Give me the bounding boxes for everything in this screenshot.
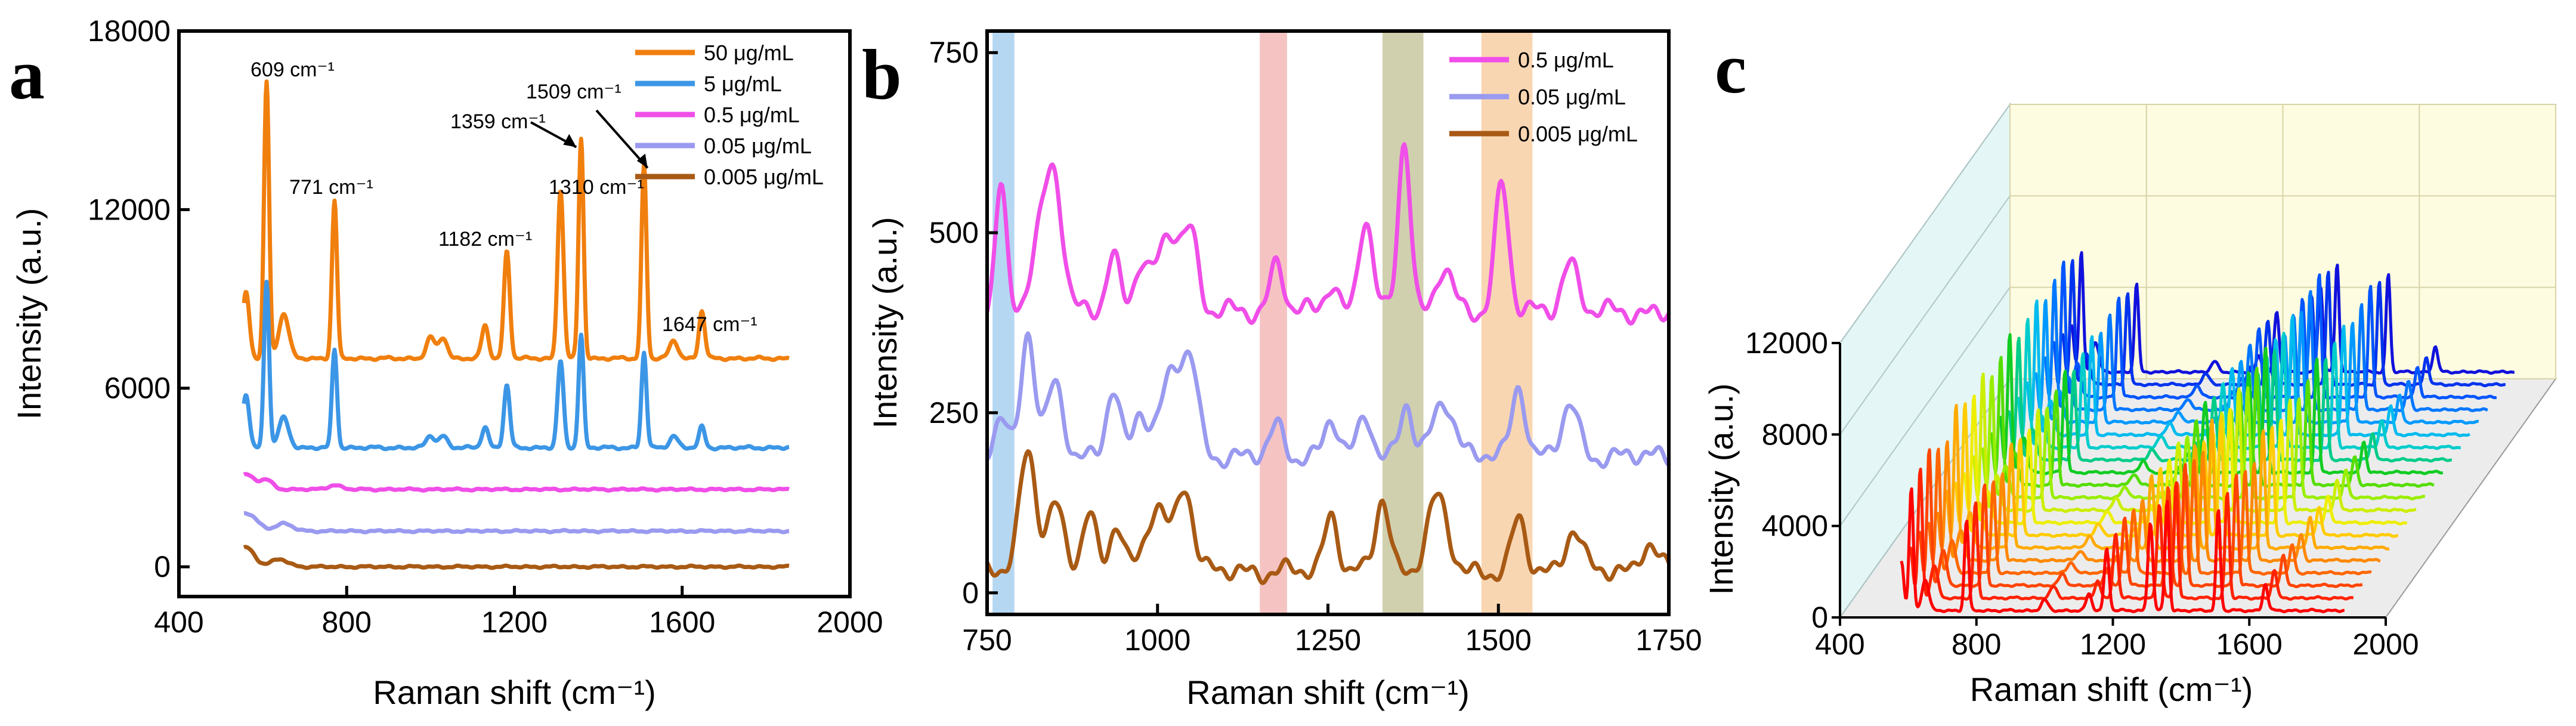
series-line	[985, 331, 1671, 469]
y-tick-label: 12000	[88, 193, 171, 226]
y-tick-label: 18000	[88, 14, 171, 48]
arrow-head	[563, 134, 577, 147]
x-tick-label: 1600	[2216, 628, 2283, 661]
y-tick-label: 4000	[1762, 509, 1828, 543]
series-line	[1909, 467, 2354, 601]
highlight-band	[992, 31, 1015, 614]
wall-gridline	[1839, 287, 2011, 527]
legend-label: 5 μg/mL	[704, 72, 782, 96]
series-line	[1989, 356, 2435, 488]
series-line	[1918, 448, 2363, 588]
x-tick-label: 1750	[1635, 623, 1702, 657]
y-axis-label: Intensity (a.u.)	[1702, 384, 1740, 595]
peak-annotation: 1310 cm⁻¹	[549, 176, 644, 199]
series-line	[2016, 317, 2461, 450]
y-tick-label: 6000	[104, 372, 171, 405]
series-line	[1944, 404, 2390, 551]
series-line	[242, 472, 791, 493]
legend-label: 0.05 μg/mL	[1518, 85, 1626, 109]
y-tick-label: 8000	[1762, 418, 1828, 451]
x-axis-label: Raman shift (cm⁻¹)	[1970, 671, 2253, 708]
series-line	[242, 545, 791, 570]
peak-annotation: 771 cm⁻¹	[289, 176, 373, 199]
series-line	[2025, 299, 2470, 438]
y-tick-label: 12000	[1745, 326, 1828, 360]
series-line	[985, 449, 1671, 585]
peak-annotation: 1182 cm⁻¹	[438, 228, 532, 251]
x-tick-label: 2000	[817, 605, 883, 639]
x-tick-label: 1250	[1295, 623, 1361, 657]
series-line	[242, 279, 791, 452]
x-axis-label: Raman shift (cm⁻¹)	[1186, 674, 1470, 711]
panel-b: b 750 1000 1250 1500 1750 0 250 500 750 Raman shif…	[862, 29, 1702, 711]
y-tick-label: 250	[929, 396, 979, 430]
peak-annotation: 609 cm⁻¹	[251, 58, 335, 81]
legend-label: 0.5 μg/mL	[1518, 48, 1614, 72]
legend-label: 0.005 μg/mL	[704, 165, 824, 189]
peak-annotation: 1647 cm⁻¹	[662, 313, 757, 336]
panel-c: c 400 800 1200 1600 2000 0 4000 8000 12000 Raman s…	[1702, 29, 2557, 708]
x-tick-label: 400	[1815, 628, 1864, 661]
y-axis-label: Intensity (a.u.)	[10, 208, 48, 420]
panel-label-c: c	[1715, 29, 1746, 108]
x-tick-label: 800	[1952, 628, 2001, 661]
x-tick-label: 800	[322, 605, 372, 639]
series-line	[1980, 375, 2426, 501]
wall-gridline	[1839, 104, 2011, 344]
x-tick-label: 1000	[1124, 623, 1190, 657]
series-line	[1962, 394, 2408, 526]
x-tick-label: 400	[154, 605, 203, 639]
y-tick-label: 0	[154, 550, 171, 583]
highlight-band	[1260, 31, 1287, 614]
series-line	[1926, 447, 2372, 576]
y-tick-label: 0	[1811, 601, 1828, 634]
series-line	[1971, 372, 2417, 513]
panel-label-a: a	[9, 35, 45, 114]
series-line	[2061, 259, 2506, 388]
series-line	[2070, 251, 2515, 375]
legend-label: 0.005 μg/mL	[1518, 122, 1638, 146]
annotation-arrow	[595, 109, 649, 169]
x-tick-label: 750	[962, 623, 1012, 657]
legend-label: 0.5 μg/mL	[704, 103, 800, 127]
x-tick-label: 2000	[2352, 628, 2419, 661]
y-tick-label: 750	[929, 36, 979, 69]
series-line	[1953, 402, 2399, 538]
highlight-band	[1382, 31, 1424, 614]
wall-gridline	[1839, 195, 2011, 435]
series-line	[1935, 440, 2381, 563]
x-axis-label: Raman shift (cm⁻¹)	[373, 674, 656, 711]
x-tick-label: 1600	[649, 605, 715, 639]
panel-label-b: b	[862, 35, 902, 114]
series-line	[242, 511, 791, 535]
x-tick-label: 1500	[1465, 623, 1532, 657]
series-line	[2052, 260, 2497, 400]
panel-a: a 400 800 1200 1600 2000 0 6000 12000 18000 Raman …	[9, 14, 883, 711]
series-line	[242, 79, 791, 362]
series-line	[1998, 333, 2444, 475]
x-tick-label: 1200	[481, 605, 548, 639]
peak-annotation: 1359 cm⁻¹	[450, 110, 546, 133]
series-line	[985, 142, 1671, 326]
legend-label: 0.05 μg/mL	[704, 134, 812, 158]
series-line	[2007, 336, 2453, 463]
peak-annotation: 1509 cm⁻¹	[526, 81, 621, 103]
series-line	[2034, 299, 2479, 425]
series-line	[2043, 279, 2488, 413]
y-axis-label: Intensity (a.u.)	[866, 217, 904, 429]
arrow-head	[636, 153, 648, 168]
series-line	[1900, 487, 2345, 613]
highlight-band	[1481, 31, 1533, 614]
legend-label: 50 μg/mL	[704, 41, 794, 65]
y-tick-label: 500	[929, 216, 979, 249]
x-tick-label: 1200	[2080, 628, 2146, 661]
y-tick-label: 0	[962, 576, 979, 610]
